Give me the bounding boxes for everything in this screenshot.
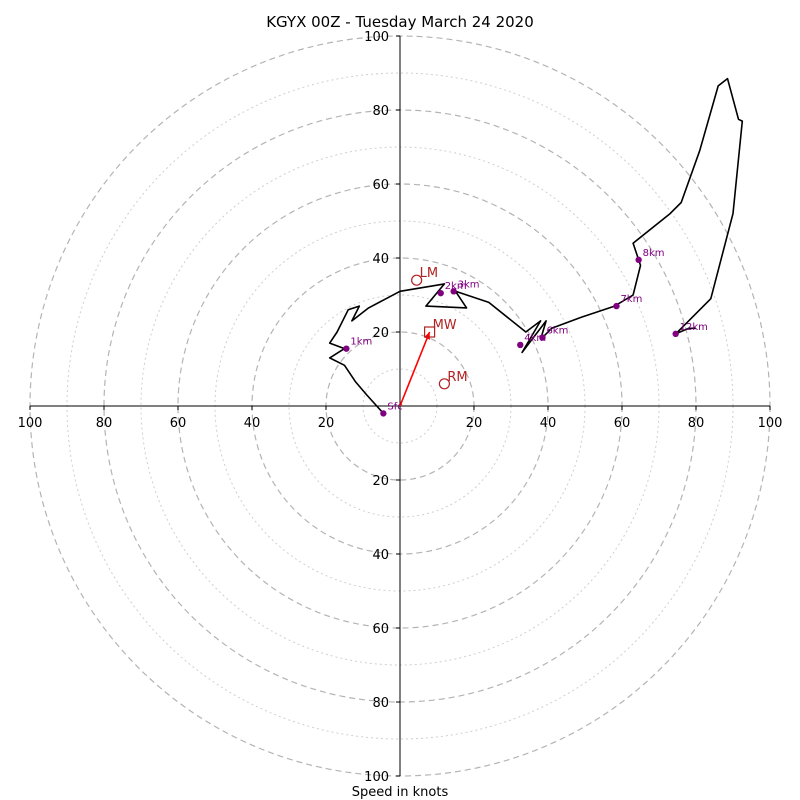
height-marker-dot: [672, 330, 679, 338]
chart-title: KGYX 00Z - Tuesday March 24 2020: [266, 13, 534, 31]
y-tick-label: 80: [372, 104, 389, 119]
y-tick-label: 100: [364, 30, 389, 45]
y-tick-label: 100: [364, 770, 389, 785]
storm-motion-arrowhead: [424, 332, 430, 340]
height-marker-label: 2km: [445, 281, 467, 292]
storm-motion-label: RM: [447, 370, 467, 385]
storm-motions: LM MW RM: [399, 266, 468, 407]
height-marker-dot: [539, 334, 546, 341]
y-tick-label: 60: [372, 622, 389, 637]
height-marker-dot: [450, 288, 457, 295]
x-tick-label: 80: [688, 416, 705, 431]
height-marker-dot: [343, 345, 350, 352]
height-marker-label: 6km: [546, 326, 568, 337]
x-tick-label: 20: [318, 416, 335, 431]
y-tick-label: 20: [372, 474, 389, 489]
storm-motion-marker: [438, 378, 450, 390]
height-marker-label: 3km: [458, 279, 480, 290]
x-axis-label: Speed in knots: [352, 785, 449, 800]
x-tick-label: 100: [758, 416, 783, 431]
y-tick-label: 40: [372, 548, 389, 563]
height-marker-label: 12km: [680, 322, 708, 333]
y-tick-label: 20: [372, 326, 389, 341]
x-tick-label: 100: [18, 416, 43, 431]
y-tick-label: 40: [372, 252, 389, 267]
x-tick-label: 80: [96, 416, 113, 431]
y-tick-label: 80: [372, 696, 389, 711]
hodograph-line: [328, 77, 744, 414]
height-marker-dot: [437, 289, 444, 297]
height-marker-dot: [635, 256, 642, 264]
storm-motion-label: LM: [420, 266, 438, 281]
storm-motion-marker: [424, 326, 436, 338]
height-marker-label: 1km: [350, 337, 372, 348]
x-tick-label: 40: [540, 416, 557, 431]
height-marker-label: 7km: [620, 294, 642, 305]
height-marker-label: Sfc: [387, 401, 402, 412]
height-marker-dot: [613, 302, 620, 310]
height-marker-label: 4km: [524, 333, 546, 344]
storm-motion-label: MW: [433, 318, 457, 333]
x-tick-label: 60: [170, 416, 187, 431]
height-marker-dot: [517, 341, 524, 349]
x-tick-label: 20: [466, 416, 483, 431]
height-marker-label: 8km: [643, 248, 665, 259]
y-tick-label: 60: [372, 178, 389, 193]
hodograph-trace: [328, 77, 744, 414]
x-tick-label: 60: [614, 416, 631, 431]
storm-motion-arrow: [399, 331, 431, 407]
x-tick-label: 40: [244, 416, 261, 431]
height-marker-dot: [380, 410, 387, 417]
storm-motion-marker: [411, 274, 423, 286]
